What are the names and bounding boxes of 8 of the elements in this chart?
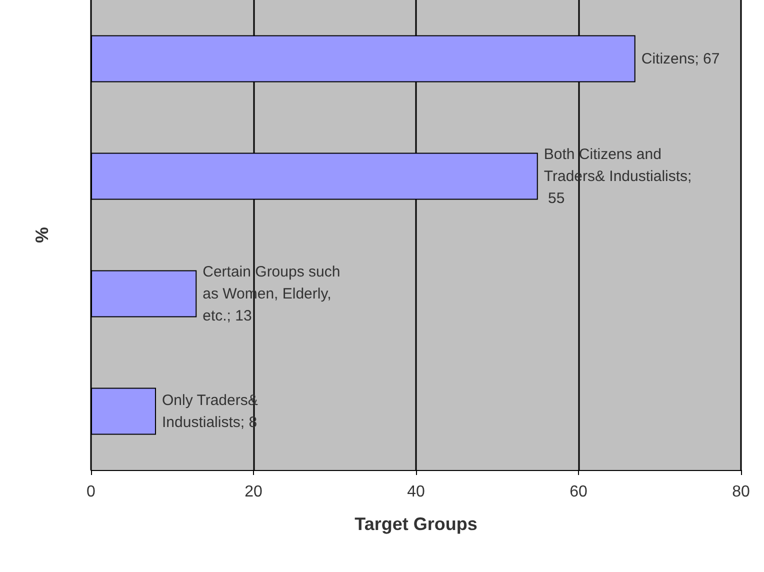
x-tick-label: 40 (407, 484, 425, 500)
x-tick-label: 0 (86, 484, 96, 500)
data-label: Citizens; 67 (641, 50, 720, 68)
y-axis-title: % (32, 226, 52, 244)
x-axis-title: Target Groups (354, 514, 478, 534)
x-tick-label: 20 (244, 484, 262, 500)
x-tick-label: 60 (570, 484, 588, 500)
x-tick-label: 80 (732, 484, 750, 500)
